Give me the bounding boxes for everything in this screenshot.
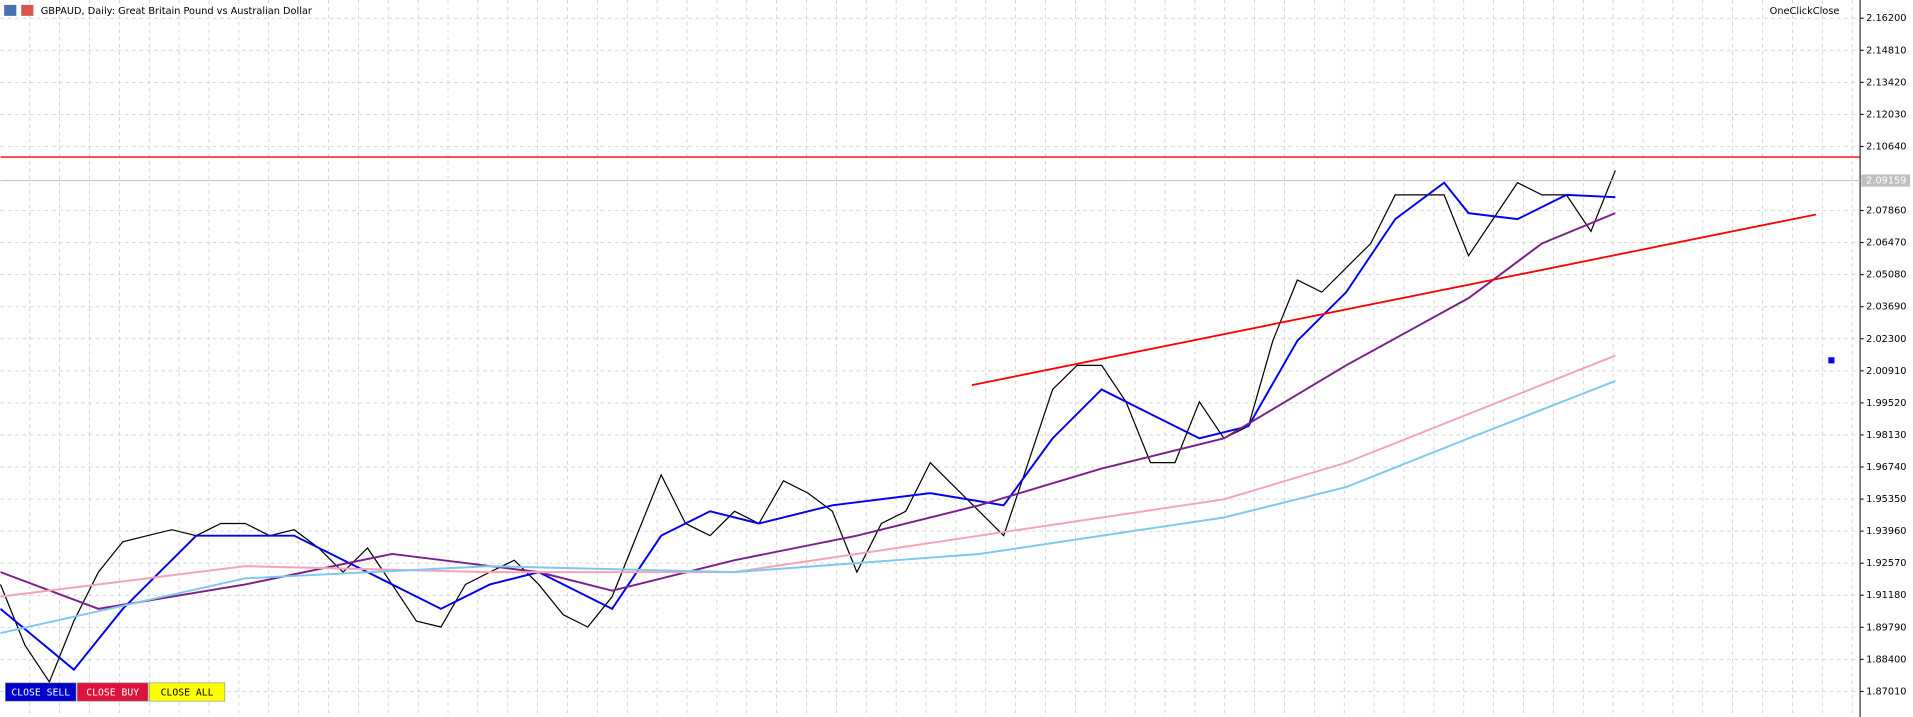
y-tick-label: 1.88400 <box>1866 654 1906 665</box>
y-tick-label: 2.07860 <box>1866 206 1906 217</box>
y-tick-label: 1.92570 <box>1866 558 1906 569</box>
button-bg <box>148 682 226 702</box>
chart-icon[interactable] <box>21 4 34 16</box>
moving-average <box>0 380 1616 635</box>
y-tick-label: 1.95350 <box>1866 494 1906 505</box>
y-tick-label: 2.05080 <box>1866 270 1906 281</box>
y-tick-label: 2.16200 <box>1866 13 1906 24</box>
y-tick-label: 2.03690 <box>1866 302 1906 313</box>
marker <box>1828 357 1835 364</box>
y-tick-label: 1.91180 <box>1866 590 1906 601</box>
y-tick-label: 2.00910 <box>1866 366 1906 377</box>
y-tick-label: 1.93960 <box>1866 526 1906 537</box>
close-button[interactable]: CLOSE BUY <box>77 682 149 702</box>
button-label: CLOSE BUY <box>86 688 139 699</box>
close-button[interactable]: CLOSE ALL <box>148 682 226 702</box>
plugin-name: OneClickClose <box>1770 6 1840 17</box>
y-tick-label: 2.12030 <box>1866 109 1906 120</box>
y-tick-label: 2.14810 <box>1866 45 1906 56</box>
button-bg <box>77 682 149 702</box>
trendline <box>971 213 1817 387</box>
y-tick-label: 1.98130 <box>1866 430 1906 441</box>
y-tick-label: 1.87010 <box>1866 686 1906 697</box>
y-tick-label: 1.89790 <box>1866 622 1906 633</box>
y-tick-label: 1.96740 <box>1866 462 1906 473</box>
current-price-label: 2.09159 <box>1866 176 1906 187</box>
moving-average <box>0 354 1616 598</box>
y-tick-label: 2.06470 <box>1866 238 1906 249</box>
button-bg <box>5 682 77 702</box>
button-label: CLOSE ALL <box>161 688 214 699</box>
y-tick-label: 2.13420 <box>1866 77 1906 88</box>
y-tick-label: 1.99520 <box>1866 398 1906 409</box>
moving-average <box>0 181 1616 672</box>
current-price-box <box>1861 174 1911 187</box>
y-tick-label: 2.10640 <box>1866 141 1906 152</box>
y-tick-label: 2.02300 <box>1866 334 1906 345</box>
moving-average <box>0 212 1616 610</box>
button-label: CLOSE SELL <box>11 688 70 699</box>
close-button[interactable]: CLOSE SELL <box>5 682 77 702</box>
chart-title: GBPAUD, Daily: Great Britain Pound vs Au… <box>41 6 313 17</box>
menu-icon[interactable] <box>4 4 17 16</box>
